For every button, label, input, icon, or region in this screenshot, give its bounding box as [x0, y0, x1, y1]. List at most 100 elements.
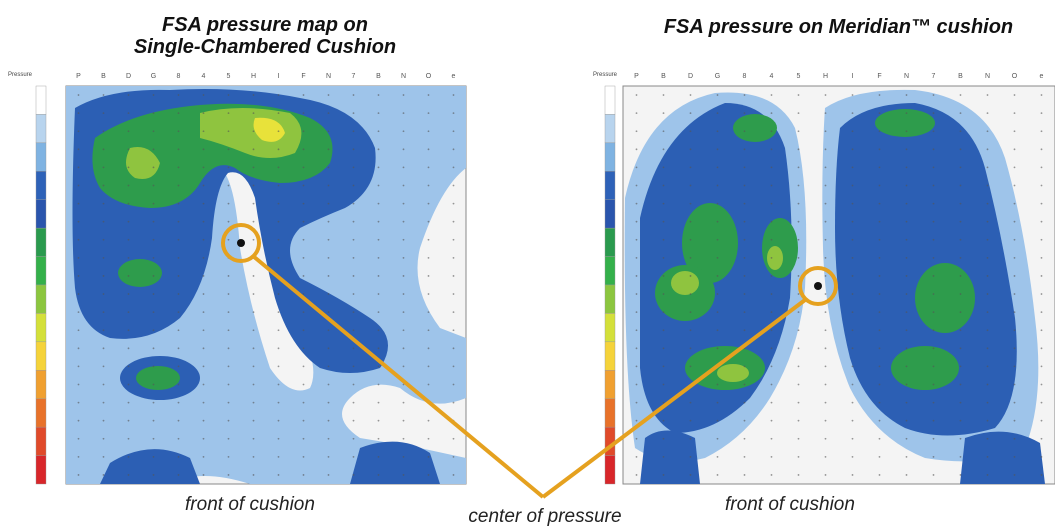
grid-cell-value — [635, 112, 638, 115]
grid-cell-value — [277, 455, 280, 458]
grid-cell-value — [352, 112, 355, 115]
grid-cell-value — [824, 184, 827, 187]
grid-cell-value — [352, 311, 355, 314]
grid-cell-value — [797, 94, 800, 96]
grid-cell-value — [662, 148, 665, 151]
grid-cell-value — [352, 275, 355, 277]
grid-cell-value — [824, 383, 827, 386]
grid-cell-value — [959, 383, 962, 386]
right-blue-bottom-left — [640, 430, 700, 484]
grid-cell-value — [177, 347, 180, 350]
grid-cell-value — [77, 256, 80, 259]
grid-cell-value — [1040, 112, 1043, 115]
pressure-scale-swatch — [35, 455, 47, 485]
grid-cell-value — [77, 474, 80, 476]
grid-cell-value — [377, 275, 380, 277]
grid-cell-value — [302, 166, 305, 169]
grid-cell-value — [277, 112, 280, 115]
grid-cell-value — [635, 94, 638, 96]
column-letter: N — [326, 73, 331, 80]
grid-cell-value — [427, 256, 430, 259]
grid-cell-value — [102, 275, 105, 277]
grid-cell-value — [327, 474, 330, 476]
grid-cell-value — [878, 238, 881, 241]
grid-cell-value — [452, 148, 455, 151]
grid-cell-value — [302, 220, 305, 223]
grid-cell-value — [662, 202, 665, 205]
column-letter: 4 — [770, 73, 774, 80]
grid-cell-value — [797, 148, 800, 151]
grid-cell-value — [635, 202, 638, 205]
grid-cell-value — [102, 184, 105, 187]
grid-cell-value — [743, 474, 746, 476]
grid-cell-value — [177, 401, 180, 404]
grid-cell-value — [743, 365, 746, 368]
grid-cell-value — [716, 256, 719, 259]
grid-cell-value — [878, 401, 881, 404]
grid-cell-value — [797, 311, 800, 314]
grid-cell-value — [932, 275, 935, 277]
grid-cell-value — [227, 401, 230, 404]
grid-cell-value — [770, 365, 773, 368]
grid-cell-value — [905, 437, 908, 440]
grid-cell-value — [377, 130, 380, 133]
grid-cell-value — [743, 130, 746, 133]
column-letter: F — [877, 73, 881, 80]
column-letter: G — [715, 73, 720, 80]
grid-cell-value — [851, 275, 854, 277]
grid-cell-value — [1013, 238, 1016, 241]
grid-cell-value — [452, 401, 455, 404]
grid-cell-value — [327, 365, 330, 368]
grid-cell-value — [127, 202, 130, 205]
grid-cell-value — [959, 311, 962, 314]
grid-cell-value — [302, 365, 305, 368]
grid-cell-value — [352, 166, 355, 169]
grid-cell-value — [427, 329, 430, 332]
grid-cell-value — [277, 256, 280, 259]
grid-cell-value — [770, 220, 773, 223]
grid-cell-value — [102, 474, 105, 476]
grid-cell-value — [1013, 347, 1016, 350]
grid-cell-value — [959, 238, 962, 241]
grid-cell-value — [743, 256, 746, 259]
grid-cell-value — [689, 112, 692, 115]
grid-cell-value — [327, 220, 330, 223]
grid-cell-value — [102, 311, 105, 314]
left-pressure-scale — [35, 85, 47, 485]
grid-cell-value — [905, 293, 908, 295]
grid-cell-value — [1040, 148, 1043, 151]
grid-cell-value — [127, 329, 130, 332]
grid-cell-value — [302, 293, 305, 295]
grid-cell-value — [959, 112, 962, 115]
grid-cell-value — [152, 275, 155, 277]
grid-cell-value — [905, 419, 908, 422]
grid-cell-value — [743, 238, 746, 241]
grid-cell-value — [932, 455, 935, 458]
grid-cell-value — [959, 347, 962, 350]
grid-cell-value — [770, 311, 773, 314]
grid-cell-value — [102, 220, 105, 223]
grid-cell-value — [127, 238, 130, 241]
column-letter: H — [823, 73, 828, 80]
grid-cell-value — [427, 220, 430, 223]
grid-cell-value — [905, 256, 908, 259]
grid-cell-value — [932, 383, 935, 386]
grid-cell-value — [252, 184, 255, 187]
grid-cell-value — [127, 220, 130, 223]
grid-cell-value — [824, 94, 827, 96]
grid-cell-value — [689, 220, 692, 223]
grid-cell-value — [743, 166, 746, 169]
grid-cell-value — [377, 437, 380, 440]
right-blue-right — [835, 103, 1017, 436]
grid-cell-value — [770, 437, 773, 440]
grid-cell-value — [851, 329, 854, 332]
grid-cell-value — [986, 455, 989, 458]
grid-cell-value — [327, 130, 330, 133]
grid-cell-value — [77, 94, 80, 96]
grid-cell-value — [127, 275, 130, 277]
grid-cell-value — [227, 365, 230, 368]
grid-cell-value — [127, 437, 130, 440]
grid-cell-value — [452, 166, 455, 169]
grid-cell-value — [932, 112, 935, 115]
grid-cell-value — [327, 329, 330, 332]
